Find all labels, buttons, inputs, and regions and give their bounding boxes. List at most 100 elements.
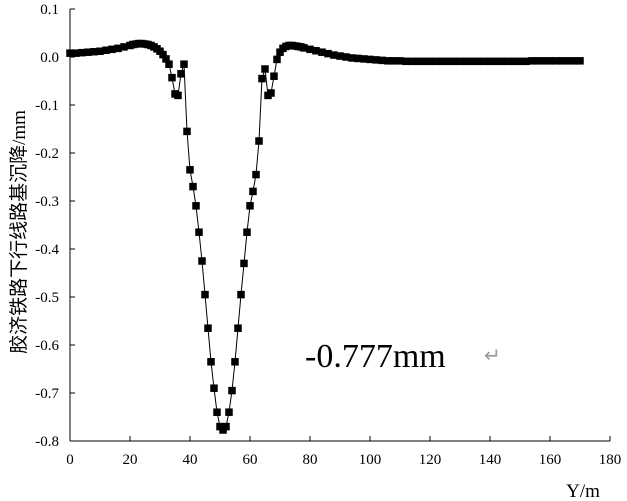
y-tick-label: 0.0	[40, 50, 59, 66]
y-tick-label: -0.6	[35, 338, 59, 354]
data-point-marker	[492, 57, 500, 66]
data-point-marker	[90, 47, 98, 56]
data-point-marker	[162, 55, 170, 63]
data-point-marker	[96, 47, 104, 55]
data-point-marker	[558, 57, 566, 65]
data-point-marker	[201, 290, 209, 299]
data-point-marker	[486, 57, 494, 66]
data-point-marker	[402, 57, 410, 66]
data-point-marker	[348, 54, 356, 62]
data-point-marker	[462, 57, 470, 66]
data-point-marker	[237, 290, 245, 299]
data-point-marker	[189, 182, 197, 191]
data-point-marker	[300, 44, 308, 52]
data-point-marker	[534, 57, 542, 65]
data-point-marker	[342, 53, 350, 61]
data-point-marker	[378, 56, 386, 65]
data-point-marker	[570, 57, 578, 65]
data-point-marker	[372, 56, 380, 64]
series-layer	[66, 39, 584, 434]
data-point-marker	[408, 57, 416, 66]
data-point-marker	[396, 57, 404, 65]
data-point-marker	[66, 49, 74, 57]
data-point-marker	[498, 57, 506, 66]
data-point-marker	[255, 137, 263, 145]
y-tick-label: -0.2	[35, 146, 59, 162]
annotation-text: -0.777mm	[305, 338, 446, 375]
data-point-marker	[78, 48, 86, 57]
data-point-marker	[159, 50, 167, 59]
data-point-marker	[276, 48, 284, 56]
x-tick-label: 140	[479, 452, 502, 468]
data-point-marker	[468, 57, 476, 66]
data-point-marker	[552, 57, 560, 65]
data-point-marker	[222, 422, 230, 431]
data-point-marker	[444, 57, 452, 66]
y-tick-label: -0.4	[35, 242, 59, 258]
data-point-marker	[318, 48, 326, 56]
x-tick-label: 0	[66, 452, 74, 468]
data-point-marker	[354, 54, 362, 63]
data-point-marker	[213, 408, 221, 416]
data-point-marker	[204, 324, 212, 332]
data-point-marker	[228, 386, 236, 395]
data-point-marker	[432, 57, 440, 66]
data-point-marker	[240, 259, 248, 268]
y-tick-label: -0.7	[35, 386, 59, 402]
data-point-marker	[456, 57, 464, 66]
data-point-marker	[450, 57, 458, 66]
data-point-marker	[195, 228, 203, 236]
data-point-marker	[267, 89, 275, 97]
x-tick-label: 180	[599, 452, 622, 468]
data-point-marker	[438, 57, 446, 66]
x-axis-title: Y/m	[566, 481, 600, 501]
data-point-marker	[108, 45, 116, 54]
data-point-marker	[273, 55, 281, 64]
data-point-marker	[192, 202, 200, 210]
data-point-marker	[474, 57, 482, 66]
data-point-marker	[414, 57, 422, 66]
data-point-marker	[540, 57, 548, 65]
data-point-marker	[114, 44, 122, 53]
data-point-marker	[120, 43, 128, 51]
x-tick-label: 120	[419, 452, 442, 468]
data-point-marker	[102, 46, 110, 55]
data-point-marker	[420, 57, 428, 66]
data-point-marker	[528, 57, 536, 65]
data-point-marker	[522, 57, 530, 66]
data-point-marker	[564, 57, 572, 65]
data-point-marker	[306, 45, 314, 54]
data-point-marker	[246, 202, 254, 210]
data-point-marker	[426, 57, 434, 66]
x-ticks: 0 20 40 60 80 100 120 140 160 180	[66, 436, 621, 468]
data-point-marker	[243, 228, 251, 236]
data-point-marker	[252, 170, 260, 179]
data-point-marker	[504, 57, 512, 66]
x-tick-label: 60	[243, 452, 258, 468]
x-tick-label: 160	[539, 452, 562, 468]
data-point-marker	[510, 57, 518, 66]
y-ticks: 0.1 0.0 -0.1 -0.2 -0.3 -0.4 -0.5 -0.6 -0.7 -0.8	[35, 2, 75, 450]
data-point-marker	[234, 324, 242, 332]
y-tick-label: 0.1	[40, 2, 59, 18]
data-point-marker	[207, 358, 215, 366]
data-point-marker	[72, 49, 80, 57]
x-tick-label: 40	[183, 452, 198, 468]
data-point-marker	[168, 73, 176, 82]
y-tick-label: -0.5	[35, 290, 59, 306]
data-point-marker	[312, 47, 320, 55]
data-point-marker	[516, 57, 524, 66]
y-tick-label: -0.3	[35, 194, 59, 210]
data-point-marker	[360, 55, 368, 63]
data-point-marker	[174, 91, 182, 100]
data-point-marker	[186, 166, 194, 174]
y-tick-label: -0.1	[35, 98, 59, 114]
data-point-marker	[183, 127, 191, 136]
data-point-marker	[210, 384, 218, 392]
data-point-marker	[324, 49, 332, 58]
data-point-marker	[576, 57, 584, 65]
data-point-marker	[270, 72, 278, 80]
data-point-marker	[336, 52, 344, 60]
